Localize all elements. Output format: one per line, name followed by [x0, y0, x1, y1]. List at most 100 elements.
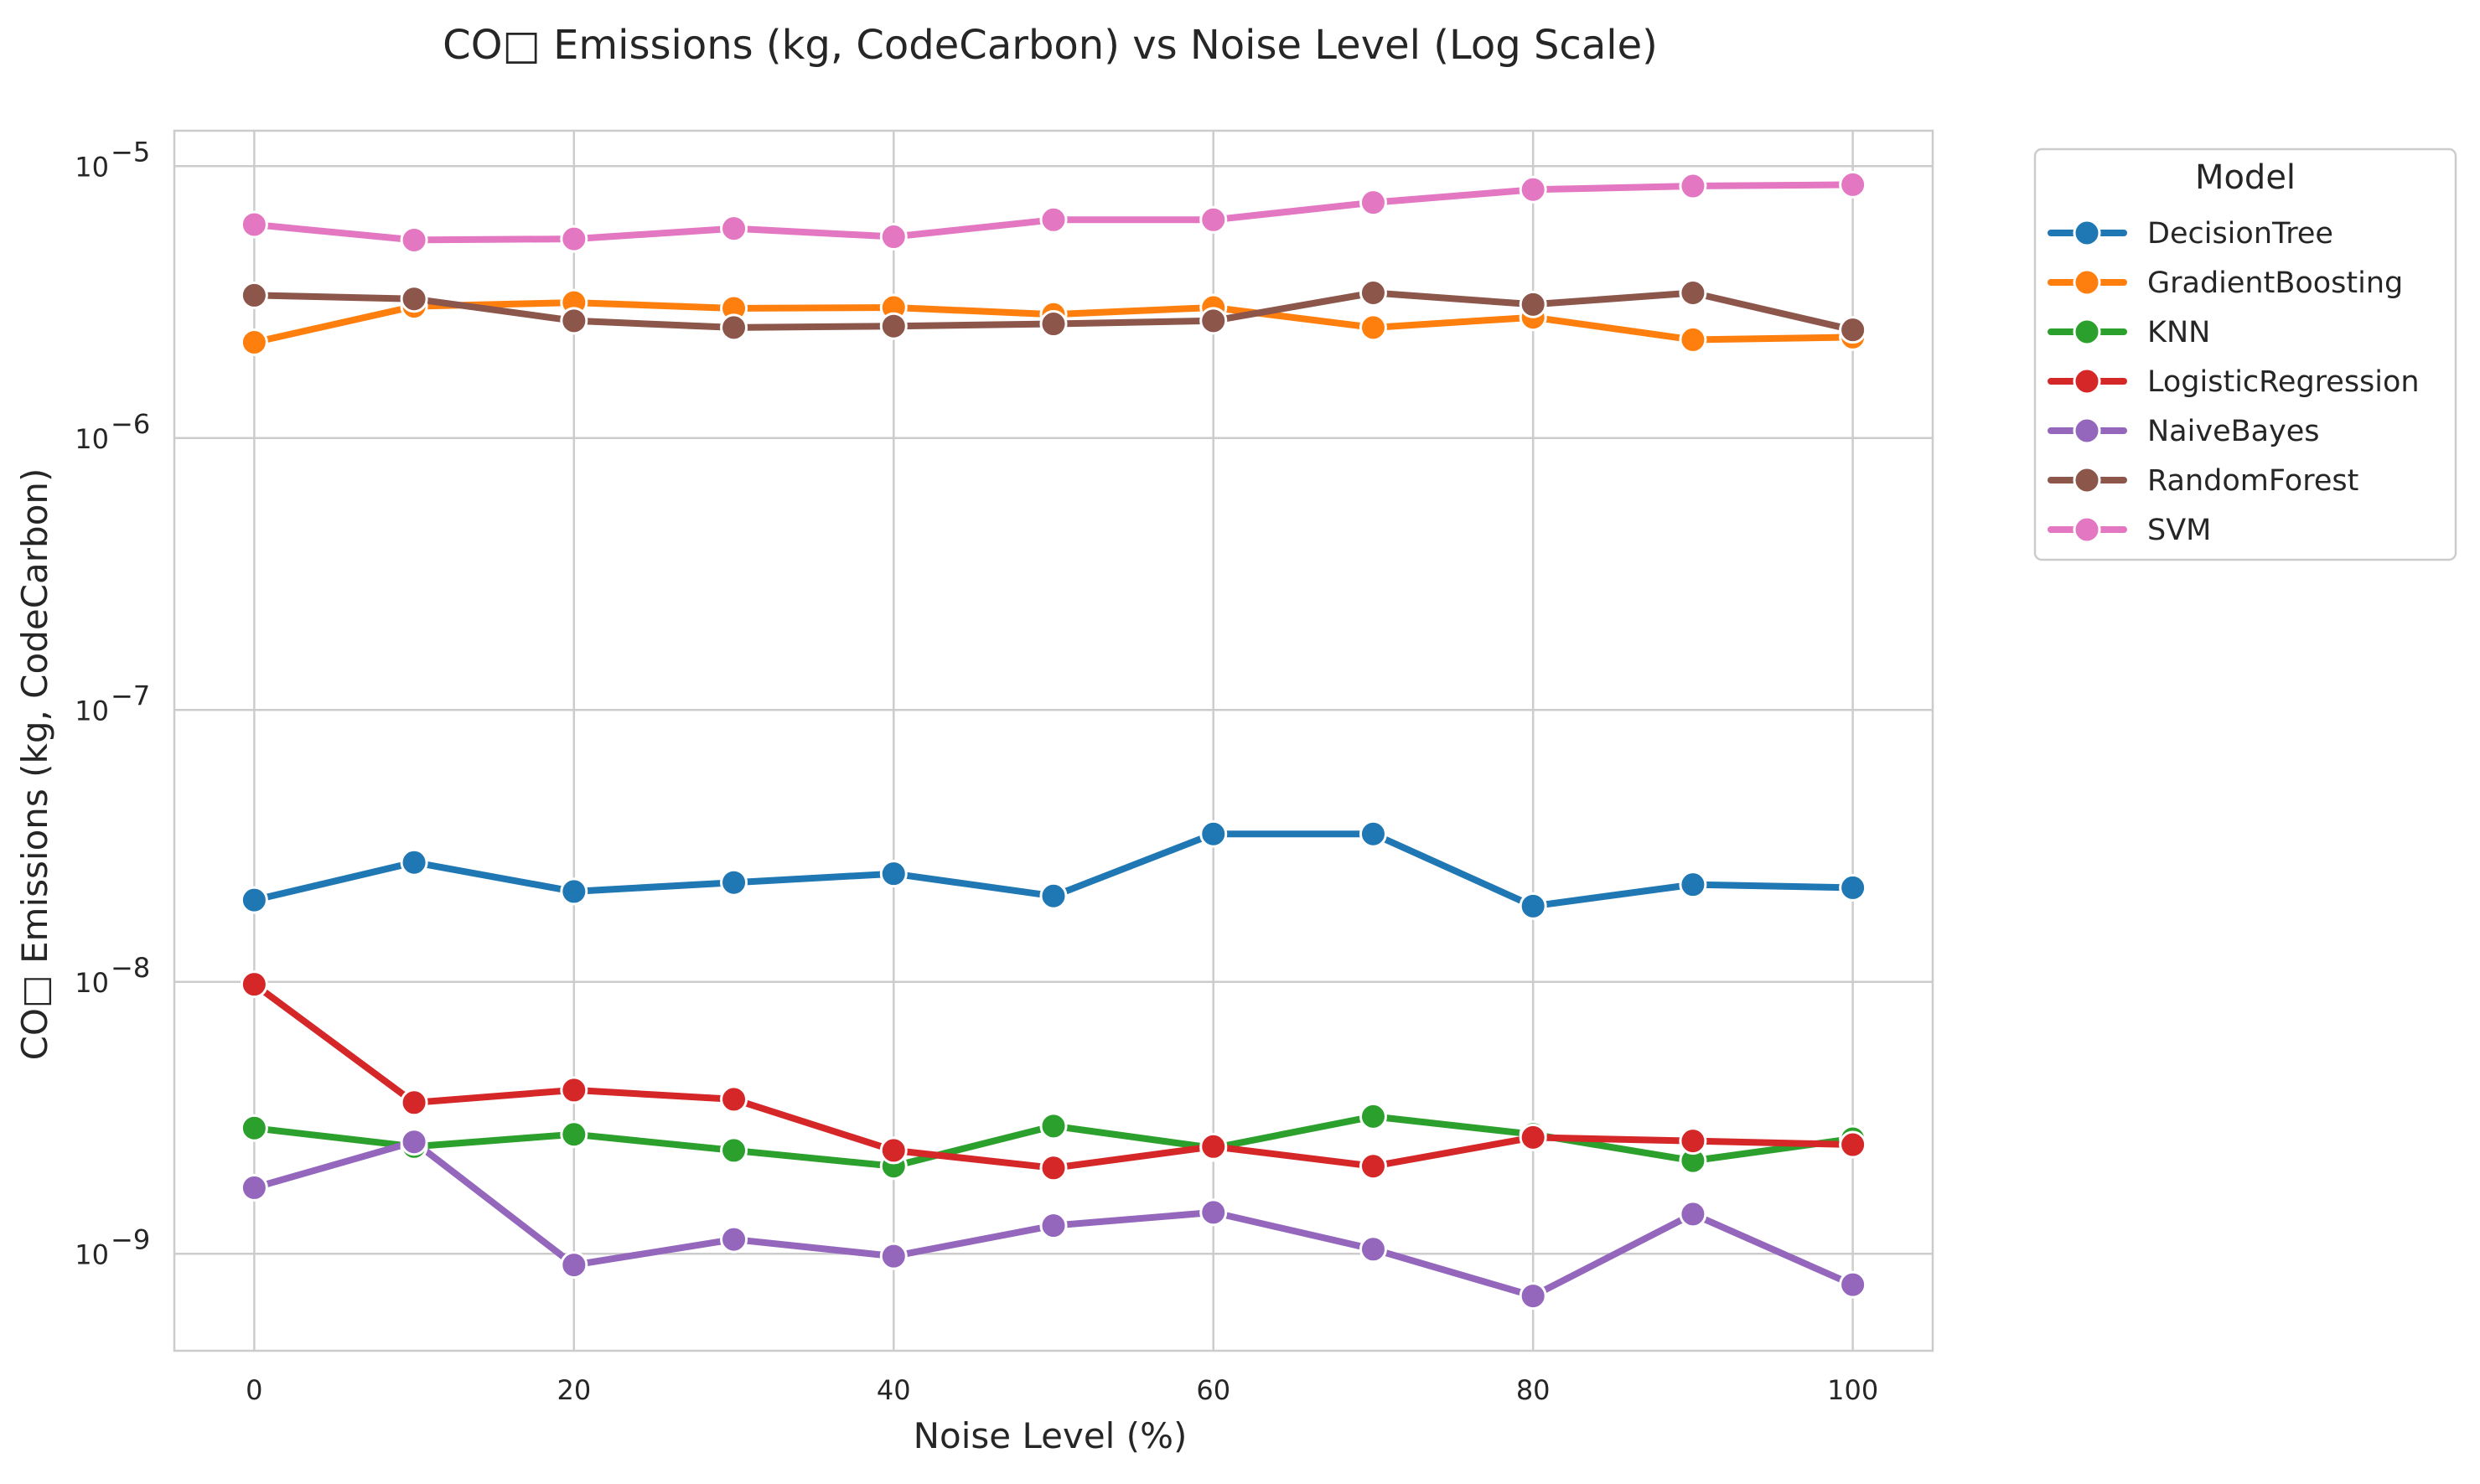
data-point-DecisionTree: [879, 860, 908, 888]
data-point-DecisionTree: [1519, 892, 1547, 920]
data-point-DecisionTree: [1039, 882, 1068, 910]
data-point-KNN: [1359, 1102, 1387, 1130]
data-point-LogisticRegression: [720, 1085, 748, 1114]
legend: Model DecisionTree GradientBoosting KNN Log…: [2033, 147, 2457, 561]
data-point-DecisionTree: [240, 886, 268, 914]
y-tick-base: 10: [75, 1238, 109, 1270]
legend-item: LogisticRegression: [2048, 365, 2420, 399]
legend-item: SVM: [2048, 514, 2211, 547]
data-point-RandomForest: [879, 312, 908, 340]
data-point-NaiveBayes: [1039, 1212, 1068, 1240]
data-point-RandomForest: [1519, 290, 1547, 318]
data-point-DecisionTree: [1839, 873, 1867, 902]
data-point-SVM: [1839, 170, 1867, 199]
data-point-SVM: [720, 215, 748, 243]
legend-marker: [2073, 367, 2101, 396]
y-tick-label: 10 −7: [75, 680, 150, 726]
data-point-DecisionTree: [400, 848, 428, 876]
data-point-SVM: [240, 210, 268, 239]
data-point-GradientBoosting: [1679, 325, 1707, 354]
data-point-RandomForest: [1839, 316, 1867, 344]
data-point-RandomForest: [720, 313, 748, 342]
legend-item: DecisionTree: [2048, 217, 2333, 251]
legend-title: Model: [2195, 158, 2296, 197]
data-point-RandomForest: [1039, 310, 1068, 339]
legend-marker: [2073, 515, 2101, 544]
data-point-RandomForest: [560, 307, 588, 335]
legend-marker: [2073, 268, 2101, 297]
series-markers: [240, 170, 1867, 1311]
data-point-NaiveBayes: [720, 1225, 748, 1254]
y-tick-base: 10: [75, 967, 109, 999]
data-point-RandomForest: [1199, 307, 1228, 335]
data-point-NaiveBayes: [1519, 1282, 1547, 1311]
x-tick-label: 20: [557, 1374, 591, 1406]
data-point-DecisionTree: [560, 877, 588, 906]
y-tick-label: 10 −6: [75, 408, 150, 455]
data-point-NaiveBayes: [240, 1173, 268, 1202]
data-point-GradientBoosting: [240, 328, 268, 357]
data-point-LogisticRegression: [1519, 1123, 1547, 1151]
x-tick-label: 40: [877, 1374, 911, 1406]
y-tick-base: 10: [75, 151, 109, 183]
y-tick-exponent: −5: [111, 136, 150, 168]
data-point-LogisticRegression: [1839, 1130, 1867, 1159]
legend-items: DecisionTree GradientBoosting KNN LogisticR…: [2048, 217, 2420, 547]
y-axis-label: CO□ Emissions (kg, CodeCarbon): [14, 468, 55, 1061]
y-tick-base: 10: [75, 423, 109, 455]
x-tick-label: 80: [1516, 1374, 1551, 1406]
legend-marker: [2073, 416, 2101, 445]
legend-label: SVM: [2147, 514, 2211, 547]
data-point-KNN: [1039, 1112, 1068, 1140]
data-point-SVM: [1199, 205, 1228, 234]
y-tick-label: 10 −9: [75, 1223, 150, 1270]
y-tick-label: 10 −8: [75, 952, 150, 999]
data-point-NaiveBayes: [1199, 1198, 1228, 1227]
data-point-RandomForest: [400, 285, 428, 313]
y-tick-label: 10 −5: [75, 136, 150, 183]
y-tick-exponent: −9: [111, 1223, 150, 1255]
data-point-SVM: [1679, 172, 1707, 200]
legend-label: KNN: [2147, 316, 2210, 349]
plot-area: [173, 129, 1934, 1352]
data-point-SVM: [1039, 205, 1068, 234]
legend-item: KNN: [2048, 316, 2210, 349]
data-point-NaiveBayes: [560, 1251, 588, 1280]
data-point-NaiveBayes: [879, 1242, 908, 1270]
y-tick-exponent: −8: [111, 952, 150, 984]
legend-item: NaiveBayes: [2048, 415, 2320, 448]
data-point-SVM: [879, 223, 908, 251]
data-point-LogisticRegression: [240, 970, 268, 999]
data-point-GradientBoosting: [1359, 313, 1387, 342]
data-point-NaiveBayes: [1359, 1235, 1387, 1264]
data-point-LogisticRegression: [1359, 1152, 1387, 1181]
data-point-DecisionTree: [1199, 820, 1228, 848]
chart-title: CO□ Emissions (kg, CodeCarbon) vs Noise …: [443, 22, 1658, 69]
data-point-SVM: [400, 225, 428, 254]
data-point-DecisionTree: [1359, 820, 1387, 848]
legend-label: RandomForest: [2147, 464, 2358, 498]
y-tick-exponent: −7: [111, 680, 150, 711]
legend-label: LogisticRegression: [2147, 365, 2420, 399]
data-point-DecisionTree: [720, 868, 748, 897]
legend-marker: [2073, 318, 2101, 346]
data-point-RandomForest: [1359, 279, 1387, 308]
y-tick-base: 10: [75, 695, 109, 726]
legend-label: GradientBoosting: [2147, 266, 2403, 300]
data-point-NaiveBayes: [1679, 1200, 1707, 1228]
data-point-KNN: [240, 1114, 268, 1142]
legend-box: [2033, 147, 2457, 561]
data-point-RandomForest: [1679, 279, 1707, 308]
x-tick-label: 100: [1827, 1374, 1878, 1406]
legend-item: GradientBoosting: [2048, 266, 2403, 300]
data-point-SVM: [560, 225, 588, 253]
data-point-LogisticRegression: [879, 1136, 908, 1165]
y-tick-labels: 10−910−810−710−610−5: [75, 136, 150, 1270]
y-tick-exponent: −6: [111, 408, 150, 440]
data-point-LogisticRegression: [1199, 1132, 1228, 1161]
data-point-LogisticRegression: [560, 1076, 588, 1104]
legend-marker: [2073, 466, 2101, 494]
data-point-KNN: [720, 1136, 748, 1165]
legend-label: DecisionTree: [2147, 217, 2333, 251]
data-point-LogisticRegression: [1679, 1127, 1707, 1156]
